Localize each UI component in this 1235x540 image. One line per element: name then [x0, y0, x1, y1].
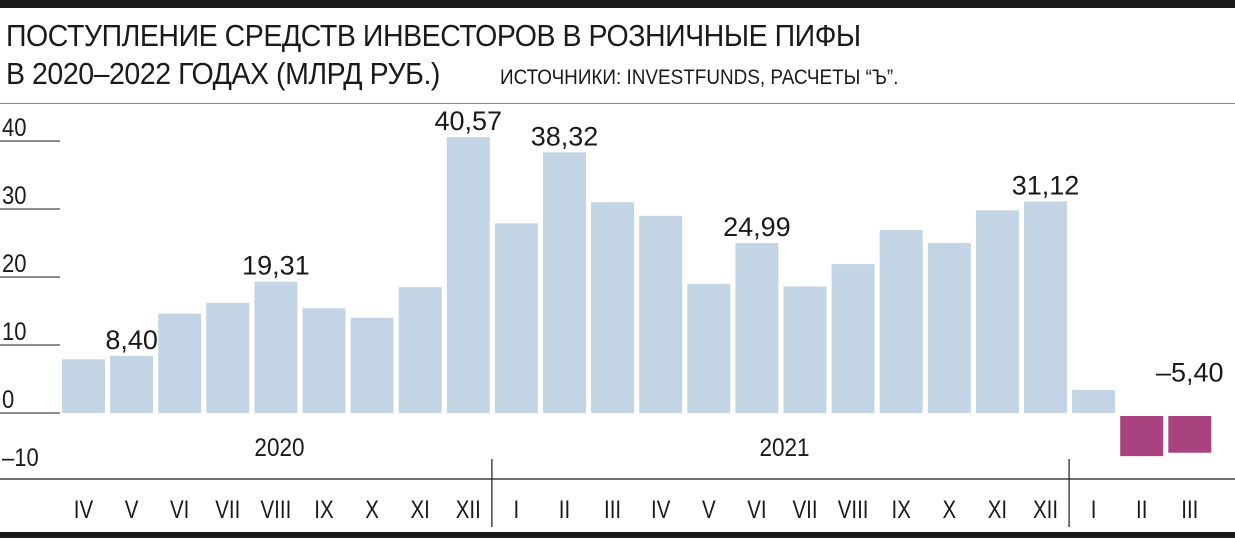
bar [783, 286, 827, 413]
bar [494, 223, 538, 413]
month-label: IX [314, 495, 333, 523]
y-tick-label: –10 [2, 444, 39, 472]
month-label: X [365, 495, 379, 523]
bar [398, 287, 442, 413]
data-label: 40,57 [435, 106, 503, 136]
month-label: VIII [838, 495, 869, 523]
data-label: 19,31 [242, 251, 310, 281]
month-label: II [559, 495, 570, 523]
bar [350, 317, 394, 413]
bottom-rule [0, 532, 1235, 538]
month-label: VII [215, 495, 240, 523]
year-label: 2020 [254, 434, 304, 462]
bar [110, 355, 154, 413]
month-label: III [604, 495, 621, 523]
bar [302, 308, 346, 413]
month-label: I [1091, 495, 1097, 523]
data-label: 8,40 [105, 325, 158, 355]
month-label: I [514, 495, 520, 523]
month-label: XII [1033, 495, 1058, 523]
month-label: IX [892, 495, 911, 523]
month-label: XI [988, 495, 1007, 523]
top-rule [0, 0, 1235, 8]
month-label: X [942, 495, 956, 523]
month-label: II [1136, 495, 1147, 523]
data-label: 31,12 [1012, 170, 1080, 200]
month-label: V [125, 495, 139, 523]
bar [735, 243, 779, 413]
bar [1024, 201, 1067, 413]
bar [879, 230, 923, 413]
bar [1168, 416, 1212, 453]
chart-title-line2: В 2020–2022 ГОДАХ (МЛРД РУБ.) [6, 56, 478, 92]
month-label: V [702, 495, 716, 523]
chart-source-note: ИСТОЧНИКИ: INVESTFUNDS, РАСЧЕТЫ “Ъ”. [500, 66, 899, 89]
month-label: XI [411, 495, 430, 523]
data-label: –5,40 [1156, 357, 1224, 387]
bar [62, 359, 105, 413]
bar [254, 281, 298, 413]
month-label: IV [651, 495, 671, 523]
chart-title-line1: ПОСТУПЛЕНИЕ СРЕДСТВ ИНВЕСТОРОВ В РОЗНИЧН… [6, 18, 861, 53]
bar [1120, 416, 1164, 457]
year-label: 2021 [759, 434, 809, 462]
bar [927, 243, 971, 413]
month-label: VI [170, 495, 189, 523]
month-label: IV [74, 495, 94, 523]
month-label: VII [792, 495, 817, 523]
data-label: 24,99 [723, 212, 791, 242]
bar [446, 137, 490, 413]
y-tick-label: 20 [2, 250, 26, 278]
y-tick-label: 0 [2, 386, 14, 414]
bar [831, 264, 875, 413]
y-tick-label: 40 [2, 114, 26, 142]
bar [543, 152, 586, 413]
bar [975, 210, 1019, 413]
bar [687, 283, 731, 413]
month-label: III [1181, 495, 1198, 523]
bar [1072, 389, 1116, 413]
bar [206, 302, 250, 413]
chart-title-line2-text: В 2020–2022 ГОДАХ (МЛРД РУБ.) [6, 56, 440, 91]
bar [591, 202, 635, 413]
title-divider [0, 103, 1235, 104]
y-tick-label: 30 [2, 182, 26, 210]
y-tick-label: 10 [2, 318, 26, 346]
data-label: 38,32 [531, 121, 599, 151]
month-label: VIII [261, 495, 292, 523]
month-label: XII [456, 495, 481, 523]
bar [639, 215, 683, 413]
bar [158, 313, 202, 413]
month-label: VI [747, 495, 766, 523]
